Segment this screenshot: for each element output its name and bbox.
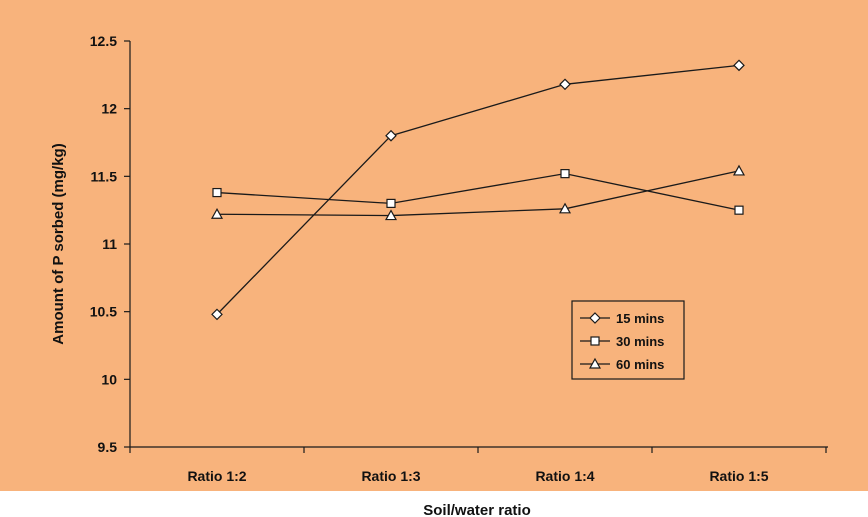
series-layer: [210, 59, 746, 321]
legend: 15 mins 30 mins 60 mins: [571, 300, 685, 380]
square-marker: [590, 336, 600, 346]
chart-background: [0, 0, 868, 491]
diamond-marker: [385, 129, 397, 142]
diamond-marker: [589, 312, 601, 324]
triangle-marker: [588, 357, 602, 369]
x-tick-label: Ratio 1:5: [709, 468, 768, 484]
series-line: [216, 172, 740, 211]
y-tick-label: 12.5: [90, 33, 117, 49]
triangle-marker: [384, 209, 398, 221]
legend-label: 60 mins: [616, 357, 664, 372]
series-60-mins: [210, 164, 746, 221]
square-marker: [386, 198, 396, 208]
legend-label: 30 mins: [616, 334, 664, 349]
axes: 9.5 10 10.5 11 11.5 12 12.5 Ratio 1:2 Ratio 1:3 R…: [90, 33, 828, 484]
y-tick-label: 9.5: [98, 439, 118, 455]
y-tick-label: 10.5: [90, 304, 117, 320]
legend-label: 15 mins: [616, 311, 664, 326]
x-tick-label: Ratio 1:3: [361, 468, 420, 484]
series-30-mins: [212, 169, 744, 215]
diamond-marker: [211, 308, 223, 321]
series-line: [216, 64, 740, 315]
legend-item: 30 mins: [580, 334, 664, 349]
series-15-mins: [211, 59, 745, 321]
square-marker: [560, 169, 570, 179]
legend-item: 60 mins: [580, 357, 664, 372]
y-tick-label: 11: [102, 236, 117, 252]
diamond-marker: [733, 59, 745, 72]
series-line: [216, 170, 740, 217]
y-tick-label: 10: [101, 371, 117, 387]
x-tick-label: Ratio 1:2: [187, 468, 246, 484]
diamond-marker: [559, 78, 571, 91]
y-tick-label: 11.5: [91, 168, 118, 184]
x-tick-label: Ratio 1:4: [535, 468, 594, 484]
x-axis-title: Soil/water ratio: [423, 502, 531, 517]
triangle-marker: [210, 207, 224, 219]
square-marker: [734, 205, 744, 215]
legend-item: 15 mins: [580, 311, 664, 326]
y-axis-title: Amount of P sorbed (mg/kg): [50, 143, 67, 344]
triangle-marker: [732, 164, 746, 176]
triangle-marker: [558, 202, 572, 214]
square-marker: [212, 187, 222, 198]
y-tick-label: 12: [101, 101, 117, 117]
